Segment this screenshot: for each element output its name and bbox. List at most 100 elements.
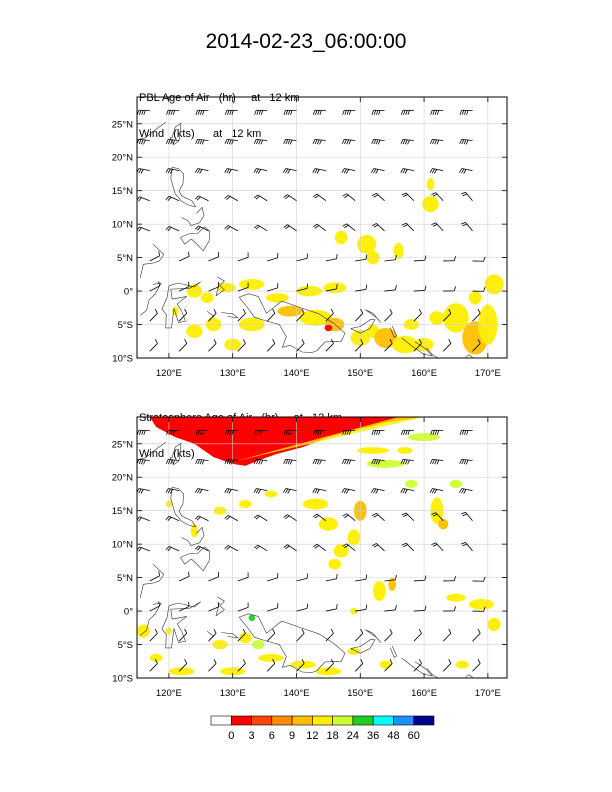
- barb-flag: [253, 194, 259, 199]
- wind-barb: [472, 606, 486, 612]
- wind-barb: [384, 575, 397, 582]
- barb-flag: [360, 339, 364, 344]
- barb-flag: [255, 545, 260, 550]
- barb-flag: [389, 659, 393, 664]
- barb-flag: [344, 430, 347, 435]
- barb-shaft: [442, 343, 452, 352]
- age-shading-cell: [299, 309, 332, 326]
- wind-barb: [194, 488, 209, 494]
- barb-flag: [375, 169, 379, 174]
- barb-flag: [342, 193, 347, 197]
- barb-shaft: [413, 663, 422, 672]
- barb-flag: [312, 223, 318, 228]
- barb-flag: [154, 628, 158, 634]
- barb-flag: [407, 139, 410, 145]
- barb-flag: [260, 459, 264, 465]
- barb-shaft: [149, 605, 160, 612]
- age-shading-cell: [168, 667, 195, 676]
- barb-flag: [373, 168, 377, 174]
- barb-flag: [407, 110, 410, 115]
- barb-shaft: [267, 607, 278, 612]
- barb-shaft: [198, 225, 209, 232]
- barb-flag: [343, 168, 347, 174]
- barb-flag: [172, 110, 176, 115]
- age-shading-cell: [190, 524, 199, 538]
- barb-shaft: [237, 287, 249, 292]
- wind-barb: [371, 168, 385, 174]
- wind-barb: [137, 516, 150, 522]
- age-shading-cell: [455, 660, 469, 669]
- barb-shaft: [472, 313, 481, 322]
- coastline: [161, 281, 201, 329]
- wind-barb: [224, 488, 238, 494]
- barb-flag: [254, 110, 257, 115]
- barb-flag: [143, 459, 146, 465]
- wind-barb: [354, 339, 364, 352]
- barb-flag: [154, 308, 158, 314]
- colorbar-label: 3: [248, 730, 254, 742]
- wind-barb: [178, 339, 188, 352]
- barb-flag: [258, 139, 261, 145]
- barb-flag: [432, 513, 438, 517]
- wind-barb: [442, 308, 452, 322]
- barb-flag: [172, 430, 176, 435]
- barb-flag: [255, 515, 260, 520]
- age-shading-cell: [315, 667, 342, 676]
- wind-barb: [459, 109, 473, 115]
- age-shading-cell: [446, 593, 466, 602]
- wind-barb: [165, 459, 180, 465]
- barb-flag: [184, 628, 188, 634]
- barb-shaft: [267, 257, 278, 262]
- barb-flag: [194, 545, 199, 550]
- barb-flag: [242, 308, 246, 314]
- barb-flag: [301, 659, 305, 664]
- barb-flag: [202, 430, 205, 435]
- barb-flag: [196, 546, 201, 551]
- wind-barb: [267, 283, 279, 292]
- barb-shaft: [257, 224, 268, 232]
- barb-flag: [301, 339, 305, 344]
- wind-barb: [208, 252, 220, 262]
- pbl-title-line2: Wind (kts) at 12 km: [139, 128, 262, 140]
- barb-flag: [462, 223, 468, 227]
- barb-shaft: [325, 633, 334, 642]
- barb-flag: [140, 139, 144, 145]
- barb-shaft: [413, 313, 422, 322]
- wind-barb: [267, 603, 279, 612]
- coastline: [137, 122, 166, 141]
- barb-flag: [314, 459, 318, 465]
- barb-flag: [465, 459, 469, 465]
- wind-barb: [413, 339, 422, 352]
- barb-flag: [314, 225, 320, 229]
- barb-flag: [197, 110, 201, 115]
- barb-shaft: [237, 633, 246, 642]
- barb-flag: [312, 430, 316, 435]
- barb-flag: [154, 339, 158, 344]
- lon-label: 170°E: [475, 368, 501, 379]
- coastline: [170, 167, 197, 208]
- barb-flag: [228, 489, 232, 494]
- barb-flag: [400, 139, 404, 144]
- wind-barb: [283, 514, 297, 522]
- age-shading-cell: [468, 599, 495, 610]
- age-shading-cell: [239, 279, 265, 290]
- age-shading-cell: [334, 230, 348, 245]
- lat-label: 25°N: [112, 439, 133, 450]
- wind-barb: [253, 168, 268, 174]
- wind-barb: [442, 339, 452, 352]
- barb-flag: [400, 168, 404, 173]
- barb-flag: [283, 168, 287, 173]
- barb-shaft: [178, 663, 188, 672]
- barb-shaft: [208, 286, 219, 292]
- barb-flag: [431, 488, 435, 494]
- wind-barb: [208, 659, 217, 672]
- age-shading-cell: [357, 447, 389, 454]
- wind-barb: [253, 514, 268, 522]
- lon-label: 120°E: [156, 368, 182, 379]
- barb-flag: [424, 575, 427, 581]
- wind-barb: [312, 429, 326, 435]
- barb-flag: [255, 488, 259, 494]
- coastline: [401, 337, 434, 357]
- barb-flag: [255, 168, 259, 174]
- barb-flag: [429, 459, 433, 464]
